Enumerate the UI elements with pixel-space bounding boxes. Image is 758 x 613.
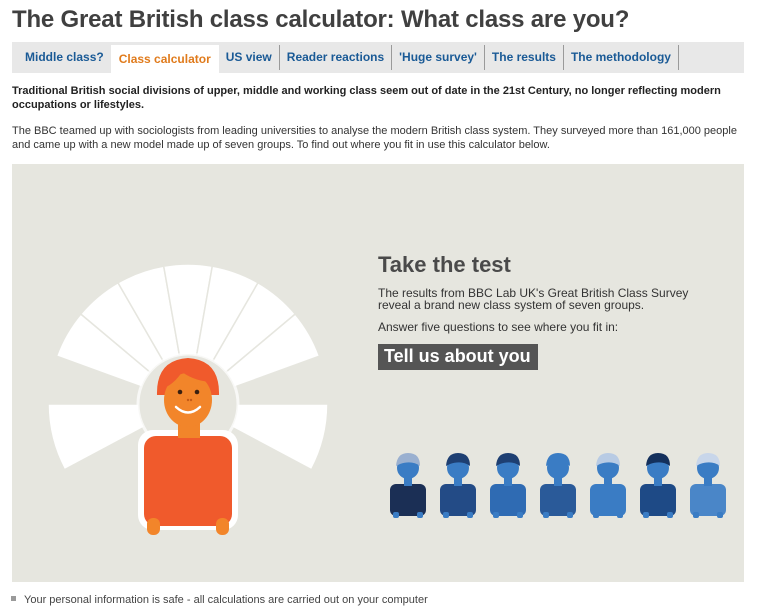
test-instruction: Answer five questions to see where you f… (378, 320, 619, 334)
test-description: The results from BBC Lab UK's Great Brit… (378, 286, 689, 312)
tell-us-about-you-button[interactable]: Tell us about you (378, 344, 538, 370)
take-the-test: Take the test The results from BBC Lab U… (378, 252, 698, 370)
class-group-figure (440, 453, 476, 518)
class-dial (48, 263, 328, 535)
user-avatar (138, 358, 238, 535)
privacy-note: Your personal information is safe - all … (24, 594, 428, 606)
tab-the-methodology[interactable]: The methodology (564, 45, 679, 70)
class-group-figure (540, 453, 576, 518)
class-group-figure (690, 453, 726, 518)
article-tab-bar: Middle class? Class calculator US view R… (12, 42, 744, 73)
page-title: The Great British class calculator: What… (12, 6, 630, 33)
class-group-figure (490, 453, 526, 518)
dial-segment (48, 403, 152, 471)
tab-us-view[interactable]: US view (219, 45, 280, 70)
class-group-figure (390, 453, 426, 518)
class-group-figure (590, 453, 626, 518)
intro-paragraph: Traditional British social divisions of … (12, 85, 721, 111)
tab-middle-class[interactable]: Middle class? (25, 50, 104, 64)
test-heading: Take the test (378, 252, 511, 277)
class-group-figure (640, 453, 676, 518)
tab-reader-reactions[interactable]: Reader reactions (280, 45, 393, 70)
tab-class-calculator[interactable]: Class calculator (110, 45, 219, 73)
description-paragraph: The BBC teamed up with sociologists from… (12, 125, 737, 151)
footer-bullet (11, 596, 16, 601)
dial-segment (224, 403, 328, 471)
tab-the-results[interactable]: The results (485, 45, 564, 70)
class-groups-figures (390, 453, 726, 518)
class-calculator-panel: Take the test The results from BBC Lab U… (12, 164, 744, 582)
tab-huge-survey[interactable]: 'Huge survey' (392, 45, 485, 70)
